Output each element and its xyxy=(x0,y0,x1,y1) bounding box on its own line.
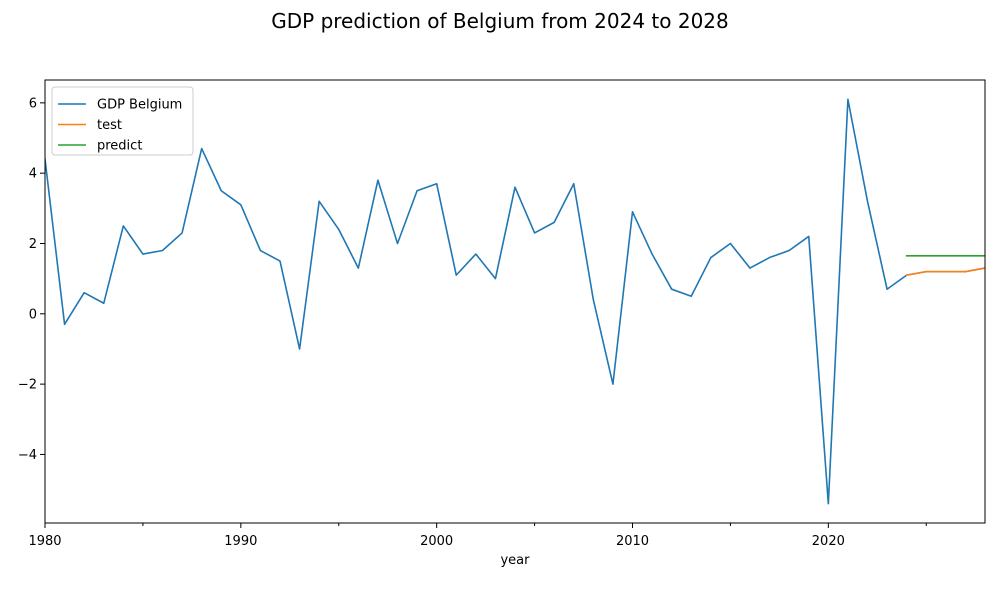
y-tick-label: 6 xyxy=(29,96,37,111)
y-axis: −4 −2 0 2 4 6 xyxy=(18,96,45,463)
legend-label: predict xyxy=(97,139,142,154)
y-tick-label: 2 xyxy=(29,237,37,252)
y-tick-label: −4 xyxy=(18,448,37,463)
x-axis: 1980 1990 2000 2010 2020 xyxy=(28,523,927,549)
x-tick-label: 1980 xyxy=(28,534,61,549)
series-lines xyxy=(45,98,985,505)
series-line-gdp-belgium xyxy=(45,98,985,505)
legend-label: test xyxy=(97,118,122,133)
y-tick-label: 4 xyxy=(29,167,37,182)
series-line-test xyxy=(905,267,985,277)
chart-title: GDP prediction of Belgium from 2024 to 2… xyxy=(271,9,729,33)
x-axis-label: year xyxy=(500,553,530,568)
x-tick-label: 2010 xyxy=(616,534,649,549)
x-tick-label: 2020 xyxy=(812,534,845,549)
y-tick-label: −2 xyxy=(18,378,37,393)
x-tick-label: 1990 xyxy=(224,534,257,549)
x-tick-label: 2000 xyxy=(420,534,453,549)
legend-label: GDP Belgium xyxy=(97,98,182,113)
y-tick-label: 0 xyxy=(29,307,37,322)
legend-box xyxy=(51,86,194,156)
plot-frame xyxy=(44,79,986,524)
legend: GDP Belgium test predict xyxy=(51,86,194,156)
